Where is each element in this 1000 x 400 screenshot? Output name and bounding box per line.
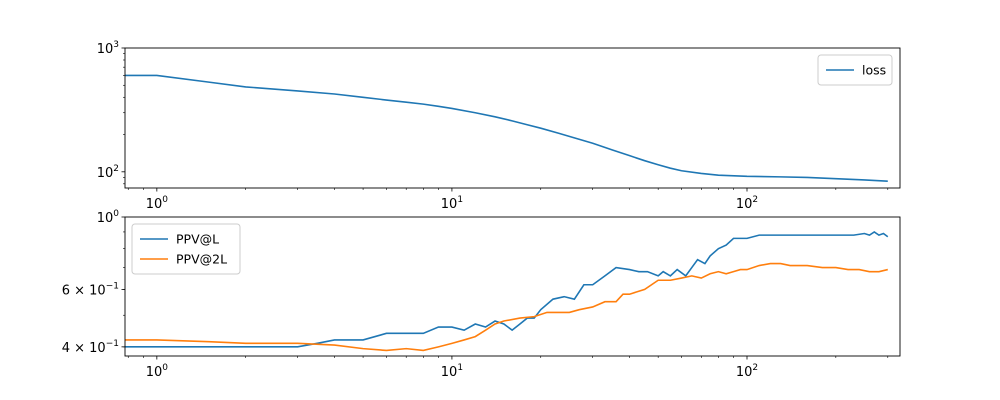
legend-box: [817, 54, 893, 86]
y-tick-label: 102: [97, 164, 119, 181]
x-tick-label: 102: [736, 195, 758, 212]
series-line-ppv-l: [125, 230, 889, 348]
legend: PPV@L PPV@2L: [131, 223, 241, 275]
plot-frame: [124, 47, 901, 189]
y-tick-label: 100: [97, 209, 120, 226]
loss-panel: 100 101 102 102 103 loss: [97, 40, 901, 212]
legend-label: loss: [862, 63, 886, 78]
legend: loss: [817, 54, 893, 86]
x-tick-label: 100: [146, 363, 169, 380]
ppv-panel: 100 101 102 4 × 10−1 6 × 10−1 100 PPV@L PPV@2L: [62, 209, 901, 380]
y-tick-label: 4 × 10−1: [62, 339, 119, 356]
legend-label: PPV@L: [176, 232, 219, 247]
x-tick-label: 101: [441, 195, 463, 212]
x-tick-label: 100: [146, 195, 169, 212]
y-tick-label: 6 × 10−1: [62, 281, 119, 298]
x-tick-label: 101: [441, 363, 463, 380]
legend-box: [131, 223, 241, 275]
plot-frame: [124, 216, 901, 357]
y-tick-label: 103: [97, 40, 119, 57]
x-tick-label: 102: [736, 363, 758, 380]
series-line-loss: [125, 74, 888, 182]
legend-label: PPV@2L: [176, 252, 227, 267]
series-line-ppv-2l: [125, 262, 888, 352]
